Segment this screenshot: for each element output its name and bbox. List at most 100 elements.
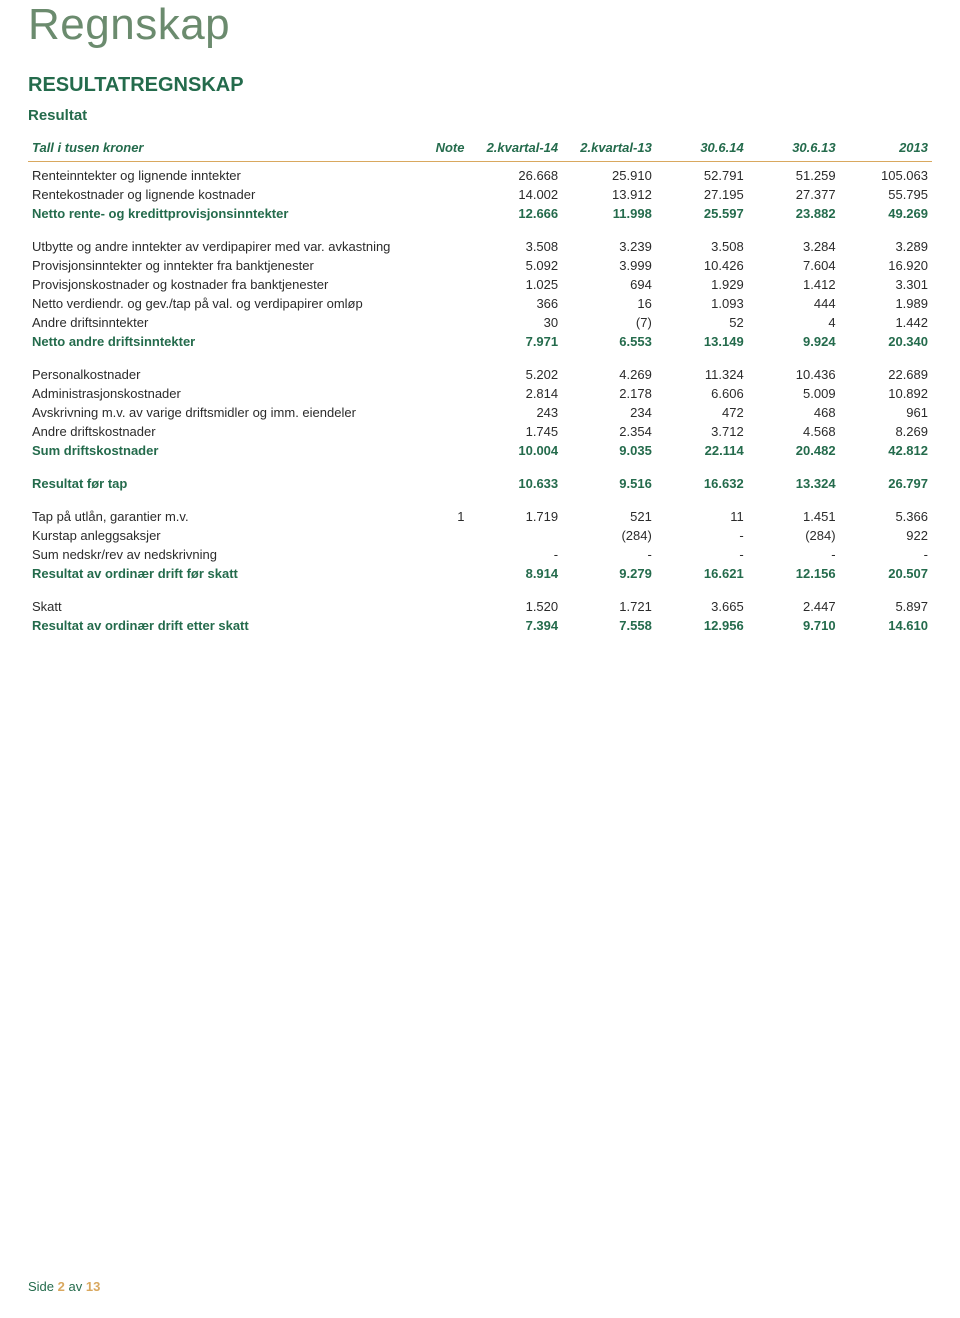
row-label: Netto andre driftsinntekter — [28, 332, 413, 351]
row-value: 25.597 — [656, 204, 748, 223]
row-note — [413, 597, 468, 616]
table-row: Andre driftskostnader 1.7452.3543.7124.56… — [28, 422, 932, 441]
col-period: 2.kvartal-14 — [468, 138, 562, 159]
row-value: 105.063 — [840, 166, 932, 185]
row-note — [413, 474, 468, 493]
row-label: Tap på utlån, garantier m.v. — [28, 507, 413, 526]
row-value: 2.354 — [562, 422, 656, 441]
row-value: 9.710 — [748, 616, 840, 635]
row-note — [413, 332, 468, 351]
row-value: 30 — [468, 313, 562, 332]
row-label: Andre driftskostnader — [28, 422, 413, 441]
row-value: 10.633 — [468, 474, 562, 493]
row-value: 49.269 — [840, 204, 932, 223]
row-value: 16.920 — [840, 256, 932, 275]
footer-mid: av — [65, 1279, 86, 1294]
row-value: 1.451 — [748, 507, 840, 526]
footer-page-number: 2 — [58, 1279, 65, 1294]
row-value: 20.482 — [748, 441, 840, 460]
row-label: Netto rente- og kredittprovisjonsinntekt… — [28, 204, 413, 223]
row-value: 7.971 — [468, 332, 562, 351]
row-value: 3.239 — [562, 237, 656, 256]
subsection-title: Resultat — [28, 107, 932, 124]
row-value: 4.269 — [562, 365, 656, 384]
row-value: 1.442 — [840, 313, 932, 332]
spacer-row — [28, 493, 932, 507]
row-label: Andre driftsinntekter — [28, 313, 413, 332]
row-value: 366 — [468, 294, 562, 313]
row-note — [413, 166, 468, 185]
income-statement-table: Tall i tusen kronerNote2.kvartal-142.kva… — [28, 138, 932, 635]
table-row: Netto rente- og kredittprovisjonsinntekt… — [28, 204, 932, 223]
row-value: 3.301 — [840, 275, 932, 294]
row-value: 10.004 — [468, 441, 562, 460]
row-value: 243 — [468, 403, 562, 422]
row-value: 20.340 — [840, 332, 932, 351]
row-value: 3.665 — [656, 597, 748, 616]
row-value: 26.668 — [468, 166, 562, 185]
table-row: Resultat før tap10.6339.51616.63213.3242… — [28, 474, 932, 493]
table-row: Provisjonskostnader og kostnader fra ban… — [28, 275, 932, 294]
row-value: 22.114 — [656, 441, 748, 460]
row-value: 7.604 — [748, 256, 840, 275]
row-value: 12.956 — [656, 616, 748, 635]
row-value: 13.324 — [748, 474, 840, 493]
col-period: 30.6.14 — [656, 138, 748, 159]
row-value: 444 — [748, 294, 840, 313]
row-value: 4.568 — [748, 422, 840, 441]
row-value: 27.195 — [656, 185, 748, 204]
row-value: 1.745 — [468, 422, 562, 441]
table-row: Resultat av ordinær drift etter skatt7.3… — [28, 616, 932, 635]
row-value: - — [840, 545, 932, 564]
row-value — [468, 526, 562, 545]
table-row: Resultat av ordinær drift før skatt8.914… — [28, 564, 932, 583]
row-note — [413, 564, 468, 583]
row-label: Provisjonskostnader og kostnader fra ban… — [28, 275, 413, 294]
row-value: (7) — [562, 313, 656, 332]
table-row: Personalkostnader5.2024.26911.32410.4362… — [28, 365, 932, 384]
col-period: 30.6.13 — [748, 138, 840, 159]
row-note — [413, 204, 468, 223]
row-value: 10.436 — [748, 365, 840, 384]
row-value: 16 — [562, 294, 656, 313]
col-label: Tall i tusen kroner — [28, 138, 413, 159]
row-value: 2.814 — [468, 384, 562, 403]
row-label: Utbytte og andre inntekter av verdipapir… — [28, 237, 413, 256]
row-value: 922 — [840, 526, 932, 545]
footer-total-pages: 13 — [86, 1279, 100, 1294]
row-value: - — [468, 545, 562, 564]
row-label: Rentekostnader og lignende kostnader — [28, 185, 413, 204]
spacer-row — [28, 351, 932, 365]
row-value: 10.892 — [840, 384, 932, 403]
row-value: 7.394 — [468, 616, 562, 635]
row-note — [413, 313, 468, 332]
row-value: 5.897 — [840, 597, 932, 616]
row-value: 3.712 — [656, 422, 748, 441]
row-note — [413, 237, 468, 256]
divider-row — [28, 159, 932, 166]
row-value: 16.621 — [656, 564, 748, 583]
row-value: 42.812 — [840, 441, 932, 460]
col-period: 2.kvartal-13 — [562, 138, 656, 159]
row-value: 12.156 — [748, 564, 840, 583]
row-value: 23.882 — [748, 204, 840, 223]
section-title: RESULTATREGNSKAP — [28, 74, 932, 97]
table-row: Utbytte og andre inntekter av verdipapir… — [28, 237, 932, 256]
row-label: Renteinntekter og lignende inntekter — [28, 166, 413, 185]
row-value: 1.025 — [468, 275, 562, 294]
col-note: Note — [413, 138, 468, 159]
row-note — [413, 545, 468, 564]
row-value: 694 — [562, 275, 656, 294]
row-value: 961 — [840, 403, 932, 422]
row-value: 4 — [748, 313, 840, 332]
row-value: 2.447 — [748, 597, 840, 616]
row-value: (284) — [748, 526, 840, 545]
table-row: Provisjonsinntekter og inntekter fra ban… — [28, 256, 932, 275]
row-value: 3.508 — [656, 237, 748, 256]
spacer-row — [28, 460, 932, 474]
table-row: Administrasjonskostnader2.8142.1786.6065… — [28, 384, 932, 403]
row-value: 11.998 — [562, 204, 656, 223]
table-row: Sum nedskr/rev av nedskrivning----- — [28, 545, 932, 564]
row-value: 1.093 — [656, 294, 748, 313]
row-value: - — [656, 526, 748, 545]
